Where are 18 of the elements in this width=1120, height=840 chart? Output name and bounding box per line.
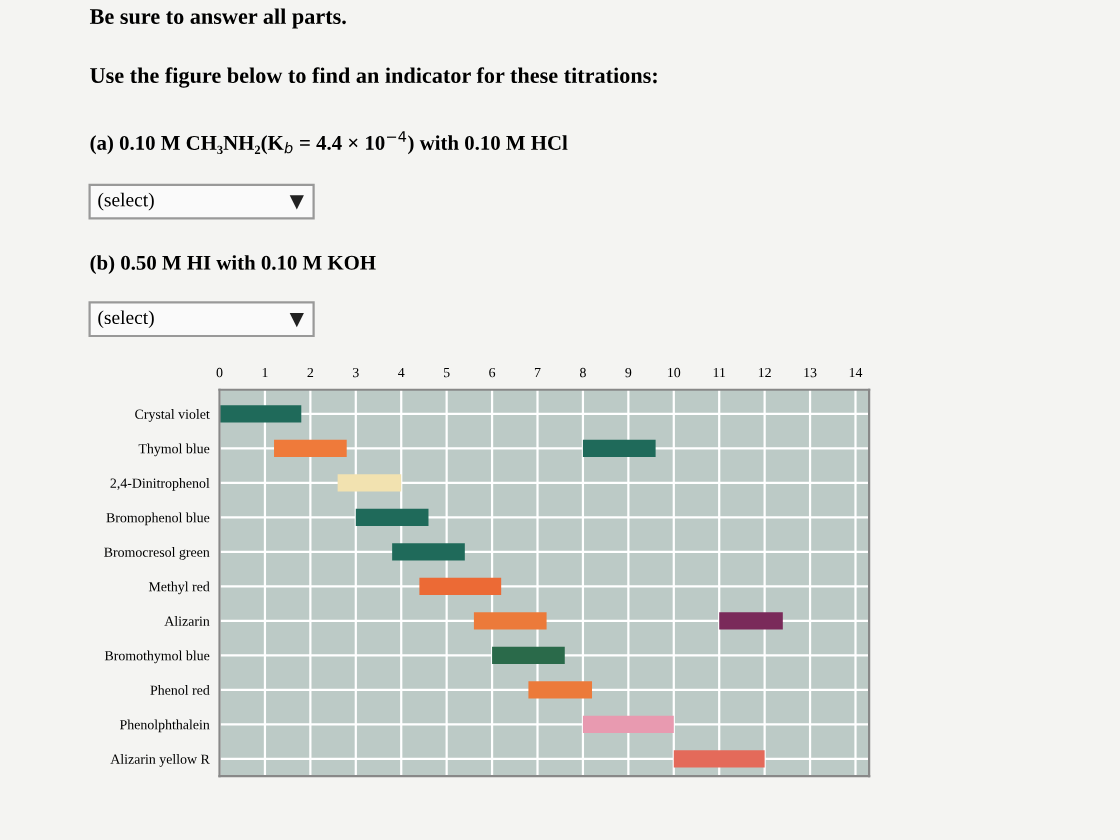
- bar: [219, 405, 302, 423]
- chart-title: Be sure to answer all parts.: [89, 8, 346, 29]
- bar: [673, 750, 765, 768]
- chart-subtitle: Use the figure below to find an indicator for these titrations:: [90, 67, 657, 88]
- bar: [355, 508, 429, 527]
- bar: [528, 681, 593, 699]
- bar: [392, 543, 465, 561]
- text: (b) 0.50 M HI with 0.10 M KOH: [90, 255, 376, 275]
- bar: [582, 715, 674, 734]
- bar: [719, 612, 783, 630]
- text: (a) 0.10 M CH₃NH₂(K$_{b}$ = 4.4 × 10$^{−4}$) with 0.10 M HCl: [90, 131, 568, 155]
- bar: [473, 612, 547, 630]
- bar: [274, 439, 347, 458]
- bar: [492, 646, 565, 665]
- text: (select): [98, 310, 154, 329]
- text: (select): [98, 192, 154, 211]
- bar: [419, 577, 502, 596]
- bar: [337, 474, 402, 492]
